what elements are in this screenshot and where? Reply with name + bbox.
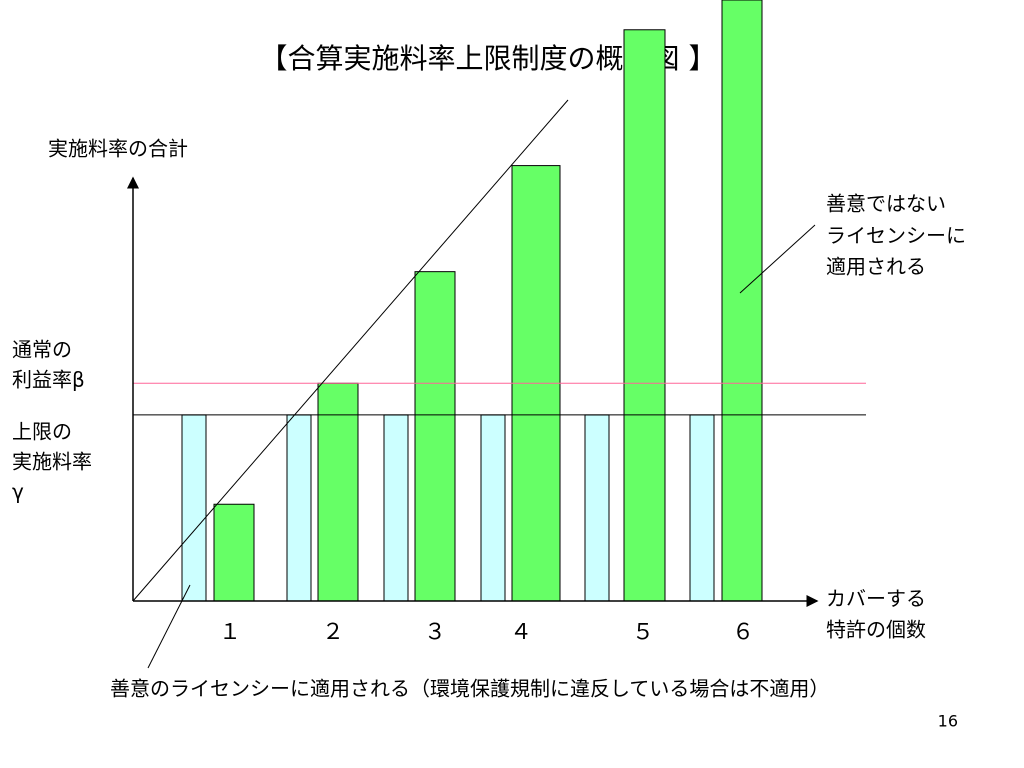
x-tick-label: ６ <box>732 620 754 645</box>
gamma-label: γ <box>12 480 24 504</box>
gamma-label: 実施料率 <box>12 450 92 474</box>
beta-label: 利益率β <box>12 368 85 392</box>
note: ライセンシーに <box>826 224 966 248</box>
x-tick-label: ５ <box>632 620 654 645</box>
x-axis-label: 特許の個数 <box>826 618 926 642</box>
pointer-line <box>147 584 191 669</box>
plot <box>133 0 866 602</box>
bar <box>721 0 763 602</box>
x-tick-label: ３ <box>424 620 446 645</box>
bar <box>623 29 666 602</box>
bar <box>213 503 255 602</box>
bar <box>414 271 456 602</box>
x-tick-label: ２ <box>322 620 344 645</box>
bar <box>689 414 715 602</box>
beta-label: 通常の <box>12 338 72 362</box>
x-tick-label: １ <box>219 620 241 645</box>
bar <box>286 414 312 602</box>
x-tick-label: ４ <box>510 620 532 645</box>
bar <box>383 414 409 602</box>
bar <box>584 414 610 602</box>
gamma-label: 上限の <box>12 420 72 444</box>
bar <box>317 382 359 602</box>
x-axis-label: カバーする <box>826 587 926 611</box>
note: 適用される <box>826 255 926 279</box>
y-axis-label: 実施料率の合計 <box>48 137 188 161</box>
bar <box>181 414 207 602</box>
page-number: 16 <box>938 712 958 731</box>
note: 善意ではない <box>826 192 946 216</box>
pointer-line <box>739 224 816 294</box>
note: 善意のライセンシーに適用される（環境保護規制に違反している場合は不適用） <box>110 677 829 701</box>
bar <box>480 414 506 602</box>
diagonal-line <box>132 99 569 602</box>
